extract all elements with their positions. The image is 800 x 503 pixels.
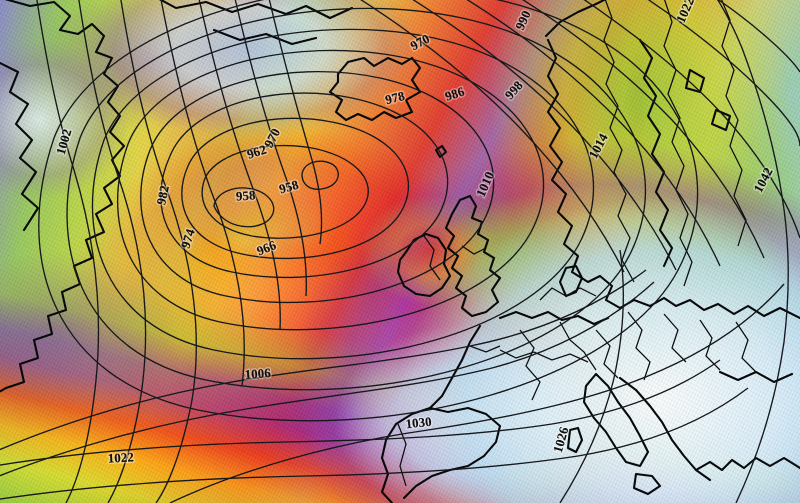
wind-speed-contour-texture bbox=[0, 0, 800, 503]
weather-map[interactable]: 1002 1002 982 982 974 974 962 962 958 958 958 958 96… bbox=[0, 0, 800, 503]
